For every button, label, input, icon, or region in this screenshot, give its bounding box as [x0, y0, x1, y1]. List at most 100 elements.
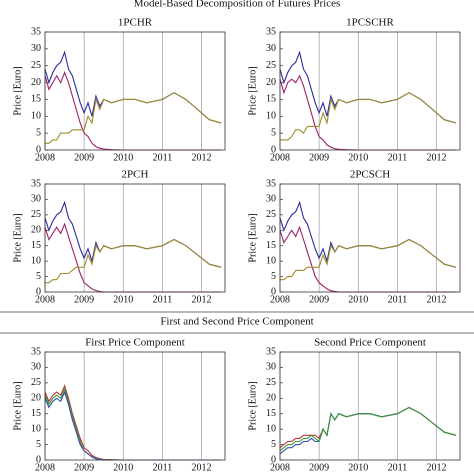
x-tick-label: 2012 [427, 152, 447, 163]
figure-title: Model-Based Decomposition of Futures Pri… [134, 0, 341, 10]
chart-title: First Price Component [85, 337, 185, 349]
x-tick-label: 2008 [270, 294, 290, 305]
line-series [279, 406, 457, 455]
y-tick-label: 15 [31, 240, 41, 251]
y-tick-label: 20 [31, 77, 41, 88]
y-tick-label: 20 [266, 393, 276, 404]
y-tick-label: 0 [271, 144, 276, 155]
line-series [44, 50, 222, 124]
x-tick-label: 2011 [153, 152, 173, 163]
x-tick-label: 2009 [309, 294, 329, 305]
line-series [45, 238, 222, 284]
y-tick-label: 35 [266, 178, 276, 189]
line-series [279, 225, 457, 293]
line-series [44, 384, 222, 461]
y-tick-label: 10 [266, 423, 276, 434]
y-tick-label: 10 [31, 255, 41, 266]
y-tick-label: 0 [271, 286, 276, 297]
y-axis-label: Price [Euro] [247, 66, 258, 115]
plot-frame [44, 183, 226, 293]
y-tick-label: 30 [266, 362, 276, 373]
x-tick-label: 2011 [388, 294, 408, 305]
plot-frame [279, 183, 461, 293]
y-tick-label: 5 [36, 439, 41, 450]
y-tick-label: 10 [266, 111, 276, 122]
chart-title: 2PCH [122, 169, 149, 181]
x-tick-label: 2011 [153, 294, 173, 305]
chart-title: 1PCHR [118, 17, 153, 29]
y-tick-label: 15 [266, 94, 276, 105]
y-tick-label: 35 [266, 346, 276, 357]
y-tick-label: 20 [31, 393, 41, 404]
x-tick-label: 2011 [388, 462, 408, 473]
plot-frame [279, 351, 461, 461]
x-tick-label: 2009 [309, 462, 329, 473]
x-tick-label: 2012 [427, 294, 447, 305]
plot-frame [279, 31, 461, 151]
y-tick-label: 5 [271, 439, 276, 450]
y-tick-label: 25 [31, 377, 41, 388]
x-tick-label: 2008 [35, 462, 55, 473]
x-tick-label: 2009 [74, 152, 94, 163]
y-tick-label: 20 [266, 77, 276, 88]
line-series [44, 390, 222, 461]
x-tick-label: 2010 [348, 152, 368, 163]
line-series [280, 238, 457, 281]
line-series [44, 70, 222, 151]
y-tick-label: 30 [266, 43, 276, 54]
y-tick-label: 10 [266, 255, 276, 266]
line-series [279, 74, 457, 151]
y-axis-label: Price [Euro] [12, 66, 23, 115]
y-tick-label: 15 [31, 408, 41, 419]
y-tick-label: 15 [31, 94, 41, 105]
x-tick-label: 2012 [192, 294, 212, 305]
x-tick-label: 2012 [427, 462, 447, 473]
x-tick-label: 2008 [35, 294, 55, 305]
chart-title: Second Price Component [314, 337, 426, 349]
y-axis-label: Price [Euro] [247, 381, 258, 430]
y-tick-label: 5 [271, 271, 276, 282]
y-tick-label: 30 [31, 194, 41, 205]
line-series [279, 406, 457, 452]
y-tick-label: 5 [271, 127, 276, 138]
plot-frame [44, 351, 226, 461]
y-tick-label: 0 [36, 144, 41, 155]
y-axis-label: Price [Euro] [247, 213, 258, 262]
line-series [45, 92, 222, 144]
y-tick-label: 25 [31, 209, 41, 220]
y-tick-label: 5 [36, 271, 41, 282]
y-tick-label: 35 [31, 346, 41, 357]
y-tick-label: 10 [31, 423, 41, 434]
y-tick-label: 0 [36, 454, 41, 465]
y-tick-label: 15 [266, 240, 276, 251]
y-tick-label: 35 [31, 178, 41, 189]
y-tick-label: 5 [36, 127, 41, 138]
line-series [279, 200, 457, 268]
y-tick-label: 30 [31, 43, 41, 54]
y-tick-label: 35 [266, 26, 276, 37]
x-tick-label: 2010 [113, 294, 133, 305]
y-tick-label: 25 [266, 60, 276, 71]
x-tick-label: 2012 [192, 462, 212, 473]
y-tick-label: 0 [271, 454, 276, 465]
chart-title: 2PCSCH [350, 169, 390, 181]
y-tick-label: 30 [266, 194, 276, 205]
y-tick-label: 10 [31, 111, 41, 122]
y-axis-label: Price [Euro] [12, 213, 23, 262]
x-tick-label: 2010 [348, 462, 368, 473]
line-series [44, 387, 222, 461]
y-tick-label: 0 [36, 286, 41, 297]
x-tick-label: 2009 [74, 294, 94, 305]
plot-frame [44, 31, 226, 151]
y-tick-label: 25 [266, 377, 276, 388]
section-title: First and Second Price Component [160, 316, 313, 328]
y-tick-label: 35 [31, 26, 41, 37]
line-series [44, 200, 222, 268]
x-tick-label: 2010 [113, 152, 133, 163]
x-tick-label: 2008 [270, 152, 290, 163]
line-series [279, 50, 457, 124]
y-axis-label: Price [Euro] [12, 381, 23, 430]
y-tick-label: 25 [31, 60, 41, 71]
x-tick-label: 2010 [348, 294, 368, 305]
